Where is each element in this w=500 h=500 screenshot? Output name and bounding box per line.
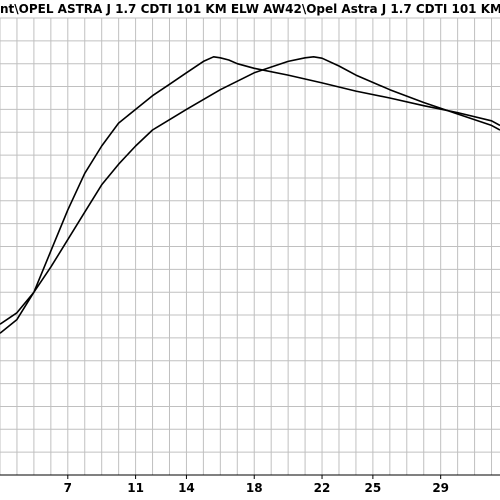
- grid: [0, 17, 500, 476]
- chart-title: nt\OPEL ASTRA J 1.7 CDTI 101 KM ELW AW42…: [0, 2, 500, 16]
- x-tick-label: 29: [432, 481, 449, 495]
- series-lines: [0, 56, 500, 334]
- x-tick-label: 25: [365, 481, 382, 495]
- x-tick-label: 11: [127, 481, 144, 495]
- x-tick-label: 7: [64, 481, 72, 495]
- x-tick-label: 22: [314, 481, 331, 495]
- x-tick-labels: 7 11 14 18 22 25 29: [64, 475, 449, 495]
- x-tick-label: 14: [178, 481, 195, 495]
- series-line-1: [0, 56, 500, 334]
- x-tick-label: 18: [246, 481, 263, 495]
- series-line-2: [0, 56, 500, 325]
